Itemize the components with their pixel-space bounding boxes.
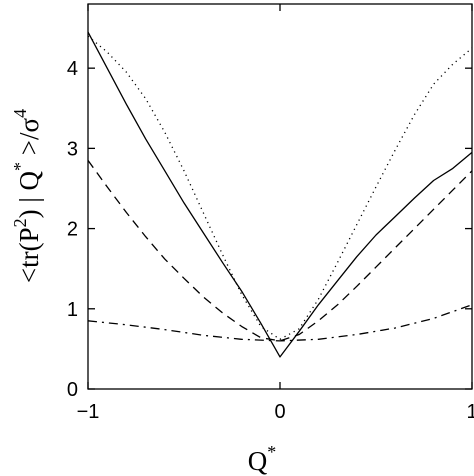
y-axis-label: <tr(P2) | Q* >/σ4 [10,109,44,283]
y-tick-label: 4 [67,58,78,80]
x-tick-label: 1 [466,401,474,423]
series-line-dashdot [87,304,473,342]
x-tick-label: 0 [274,401,285,423]
series-line-dotted [87,35,473,340]
y-tick-label: 2 [67,219,78,241]
x-axis-label: Q* [248,442,277,476]
plot-frame [87,3,473,390]
x-tick-label: −1 [77,401,100,423]
series-line-solid [87,31,473,358]
series-line-dashed [87,160,473,342]
y-tick-label: 0 [67,379,78,401]
y-tick-label: 3 [67,138,78,160]
y-tick-label: 1 [67,299,78,321]
plot-marks [87,31,473,358]
